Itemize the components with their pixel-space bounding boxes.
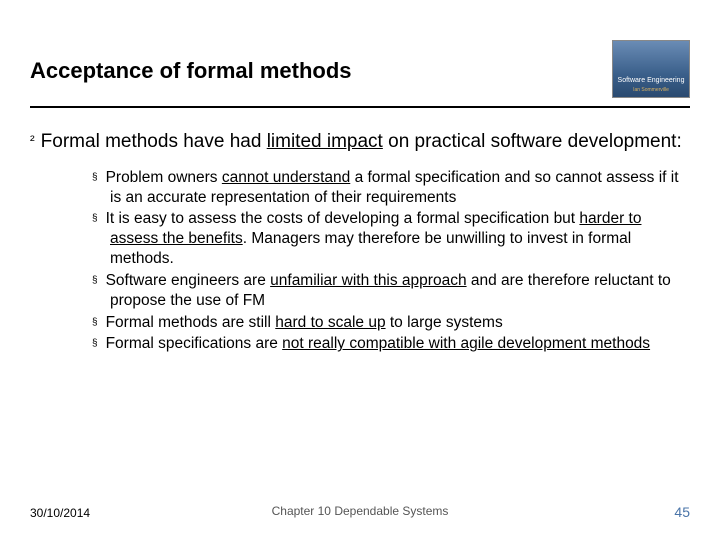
list-item: §Formal methods are still hard to scale … <box>92 313 690 333</box>
square-bullet-icon: § <box>92 338 106 349</box>
book-logo: Software Engineering Ian Sommerville <box>612 40 690 98</box>
intro-underline: limited impact <box>267 131 383 152</box>
footer: 30/10/2014 Chapter 10 Dependable Systems… <box>30 504 690 520</box>
footer-pagenum: 45 <box>674 504 690 520</box>
bullet-underline: hard to scale up <box>275 314 385 331</box>
bullet-text: It is easy to assess the costs of develo… <box>106 210 580 227</box>
bullet-text: Formal specifications are <box>106 335 283 352</box>
bullet-text: Software engineers are <box>106 272 271 289</box>
bullet-text: Formal methods are still <box>106 314 276 331</box>
square-bullet-icon: § <box>92 213 106 224</box>
bullet-text: Problem owners <box>106 169 222 186</box>
intro-line: ²Formal methods have had limited impact … <box>30 130 690 154</box>
title-divider <box>30 106 690 108</box>
footer-chapter: Chapter 10 Dependable Systems <box>272 504 449 518</box>
list-item: §Software engineers are unfamiliar with … <box>92 271 690 311</box>
diamond-bullet-icon: ² <box>30 132 41 148</box>
slide: Acceptance of formal methods Software En… <box>0 0 720 540</box>
square-bullet-icon: § <box>92 317 106 328</box>
intro-pre: Formal methods have had <box>41 131 267 152</box>
footer-date: 30/10/2014 <box>30 506 90 520</box>
slide-title: Acceptance of formal methods <box>30 40 352 84</box>
bullet-underline: not really compatible with agile develop… <box>282 335 650 352</box>
bullet-underline: cannot understand <box>222 169 350 186</box>
header-row: Acceptance of formal methods Software En… <box>30 40 690 98</box>
intro-post: on practical software development: <box>383 131 682 152</box>
square-bullet-icon: § <box>92 275 106 286</box>
bullet-text: to large systems <box>386 314 503 331</box>
list-item: §Problem owners cannot understand a form… <box>92 168 690 208</box>
square-bullet-icon: § <box>92 172 106 183</box>
bullet-list: §Problem owners cannot understand a form… <box>30 168 690 354</box>
bullet-underline: unfamiliar with this approach <box>270 272 466 289</box>
list-item: §It is easy to assess the costs of devel… <box>92 209 690 268</box>
logo-line2: Ian Sommerville <box>633 87 669 93</box>
logo-line1: Software Engineering <box>618 77 685 85</box>
list-item: §Formal specifications are not really co… <box>92 334 690 354</box>
